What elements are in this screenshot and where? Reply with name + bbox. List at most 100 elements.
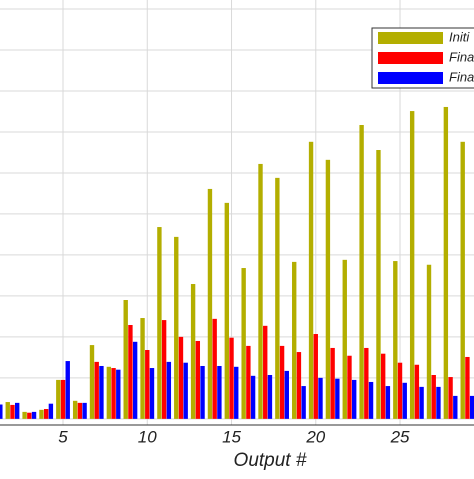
bar <box>27 412 32 419</box>
x-tick-label: 15 <box>222 427 241 446</box>
bar <box>419 386 424 419</box>
legend-label: Initi <box>449 29 470 44</box>
bar <box>308 141 314 419</box>
bar <box>241 268 246 419</box>
legend-label: Fina <box>449 49 474 64</box>
bar <box>166 361 172 419</box>
bar <box>414 364 420 419</box>
bar <box>212 318 217 419</box>
bar <box>31 411 37 419</box>
legend: Initi Fina Fina <box>371 27 474 89</box>
bar <box>267 375 273 419</box>
bar <box>330 347 335 419</box>
bar <box>409 111 415 419</box>
bar <box>376 150 381 419</box>
bar <box>178 336 184 419</box>
bar <box>217 365 222 419</box>
bar <box>460 141 465 419</box>
bar <box>246 345 251 419</box>
bar <box>5 402 10 419</box>
bar <box>94 361 99 419</box>
bar <box>145 350 150 419</box>
bar <box>347 355 352 419</box>
x-tick-label: 10 <box>138 427 157 446</box>
legend-swatch <box>378 52 443 64</box>
bar <box>224 202 229 419</box>
bar <box>43 409 49 419</box>
bar <box>195 340 201 419</box>
bar <box>263 325 268 419</box>
bar <box>250 375 256 419</box>
bar <box>385 386 391 419</box>
bar <box>183 362 188 419</box>
bar <box>140 318 145 419</box>
bar <box>359 125 364 419</box>
bar <box>174 236 179 419</box>
bar <box>453 395 458 419</box>
bar <box>465 356 470 419</box>
bar <box>397 362 403 419</box>
bar <box>72 400 78 419</box>
bar <box>89 345 95 419</box>
x-tick-label: 5 <box>58 427 68 446</box>
legend-swatch <box>378 72 443 84</box>
bar <box>296 352 302 419</box>
bar <box>56 379 61 419</box>
bar <box>436 386 441 419</box>
bar <box>111 368 116 419</box>
bar <box>190 284 196 419</box>
legend-label: Fina <box>449 69 474 84</box>
bar <box>313 334 318 419</box>
bar <box>48 403 54 419</box>
bar <box>106 366 112 419</box>
bar <box>325 159 331 419</box>
bar <box>65 361 70 419</box>
bar <box>368 381 374 419</box>
bar <box>60 379 66 419</box>
bar <box>301 386 306 419</box>
bar <box>82 402 87 419</box>
bar <box>469 395 474 419</box>
bar <box>39 409 44 419</box>
x-axis-title: Output # <box>234 450 307 471</box>
bar <box>431 375 436 419</box>
bar <box>364 347 369 419</box>
bar <box>292 261 297 419</box>
bar <box>229 337 234 419</box>
bar <box>123 300 128 419</box>
bar <box>352 379 357 419</box>
bar <box>402 382 407 419</box>
x-tick-label: 20 <box>305 427 325 446</box>
bars <box>0 106 474 419</box>
bar <box>77 402 83 419</box>
bar <box>448 377 453 419</box>
x-tick-label: 25 <box>390 427 410 446</box>
bar <box>426 264 432 419</box>
bar <box>275 177 280 419</box>
bar <box>380 353 386 419</box>
bar <box>99 365 104 419</box>
bar <box>200 365 205 419</box>
bar <box>132 341 138 419</box>
bar <box>14 402 20 419</box>
bar <box>128 325 133 419</box>
bar <box>335 378 340 419</box>
bar <box>0 404 3 419</box>
bar <box>149 368 155 419</box>
bar <box>157 227 162 419</box>
legend-swatch <box>378 32 443 44</box>
bar <box>116 369 121 419</box>
bar <box>342 259 347 419</box>
bar <box>22 411 27 419</box>
bar <box>258 163 263 419</box>
bar <box>318 377 323 419</box>
bar <box>207 188 213 419</box>
bar <box>284 370 289 419</box>
bar <box>10 404 15 419</box>
bar <box>443 106 449 419</box>
bar <box>161 320 167 419</box>
bar <box>393 261 398 419</box>
bar <box>279 345 285 419</box>
